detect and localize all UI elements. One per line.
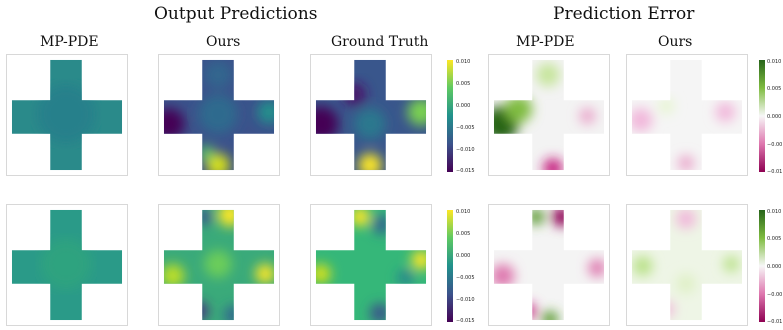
svg-text:0.010: 0.010: [767, 59, 781, 65]
svg-text:−0.010: −0.010: [456, 297, 475, 303]
column-header-error-ours: Ours: [658, 34, 693, 50]
svg-text:−0.01: −0.01: [767, 169, 782, 175]
svg-text:0.010: 0.010: [456, 59, 470, 65]
panel-row1-error-ours: [626, 54, 748, 176]
svg-text:0.005: 0.005: [767, 236, 781, 242]
svg-text:0.005: 0.005: [456, 231, 470, 237]
svg-text:−0.010: −0.010: [456, 147, 475, 153]
panel-row1-mp-pde: [6, 54, 128, 176]
column-header-ours: Ours: [206, 34, 241, 50]
prediction-error-header: Prediction Error: [553, 4, 695, 24]
panel-row2-error-ours: [626, 204, 748, 326]
svg-text:−0.005: −0.005: [456, 275, 475, 281]
column-header-error-mp-pde: MP-PDE: [516, 34, 575, 50]
column-header-mp-pde: MP-PDE: [40, 34, 99, 50]
svg-text:0.000: 0.000: [767, 264, 781, 270]
svg-text:0.010: 0.010: [767, 209, 781, 215]
svg-text:−0.005: −0.005: [456, 125, 475, 131]
svg-text:−0.01: −0.01: [767, 319, 782, 325]
output-predictions-header: Output Predictions: [154, 4, 318, 24]
svg-text:−0.00: −0.00: [767, 142, 782, 148]
panel-row2-mp-pde: [6, 204, 128, 326]
panel-row1-ours: [158, 54, 280, 176]
svg-text:0.005: 0.005: [456, 81, 470, 87]
panel-row1-ground-truth: [310, 54, 432, 176]
colorbar-piyg-row2: 0.010 0.005 0.000 −0.00 −0.01: [759, 209, 782, 325]
panel-row2-ours: [158, 204, 280, 326]
panel-row2-ground-truth: [310, 204, 432, 326]
svg-text:−0.00: −0.00: [767, 292, 782, 298]
colorbar-viridis-row2: 0.010 0.005 0.000 −0.005 −0.010 −0.015: [447, 209, 475, 324]
svg-text:0.000: 0.000: [456, 253, 470, 259]
panel-row2-error-mp-pde: [488, 204, 610, 326]
svg-text:0.005: 0.005: [767, 86, 781, 92]
colorbar-viridis-row1: 0.010 0.005 0.000 −0.005 −0.010 −0.015: [447, 59, 475, 174]
colorbar-piyg-row1: 0.010 0.005 0.000 −0.00 −0.01: [759, 59, 782, 175]
svg-text:0.000: 0.000: [456, 103, 470, 109]
svg-text:−0.015: −0.015: [456, 318, 475, 324]
svg-text:0.010: 0.010: [456, 209, 470, 215]
column-header-ground-truth: Ground Truth: [331, 34, 429, 50]
svg-text:−0.015: −0.015: [456, 168, 475, 174]
panel-row1-error-mp-pde: [488, 54, 610, 176]
svg-text:0.000: 0.000: [767, 114, 781, 120]
